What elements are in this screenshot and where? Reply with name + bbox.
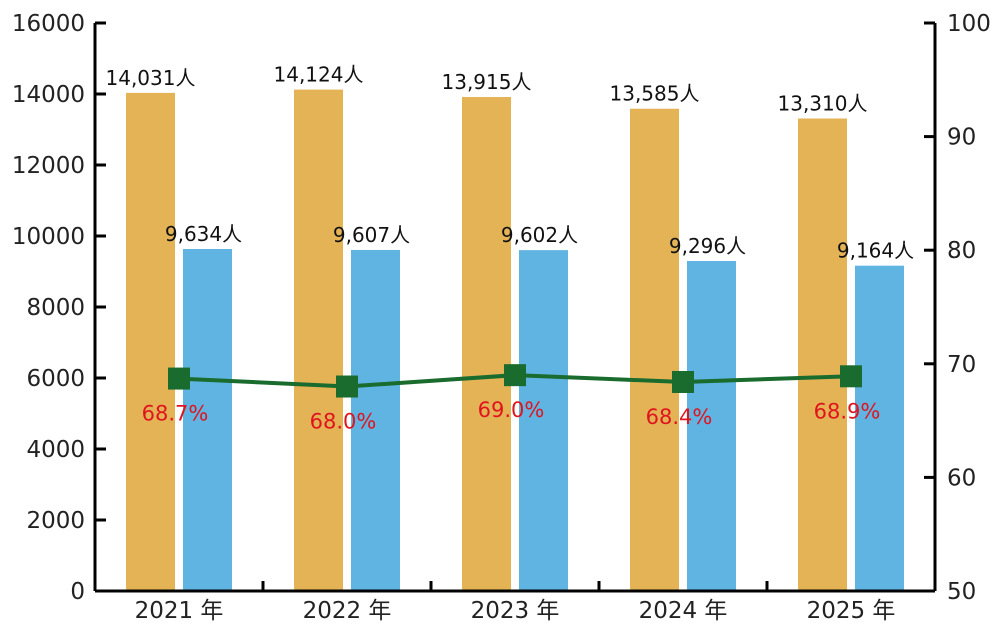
- bar-data-label: 9,296人: [669, 234, 746, 258]
- rate-marker-5: [840, 365, 862, 388]
- left-tick-label: 4000: [26, 437, 85, 463]
- bar-data-label: 9,602人: [501, 223, 578, 247]
- right-tick-label: 90: [947, 125, 976, 151]
- bar-data-label: 13,585人: [610, 82, 700, 106]
- bar-series-1-1: [126, 92, 175, 591]
- bar-series-1-3: [462, 97, 511, 591]
- rate-data-label: 69.0%: [478, 398, 545, 422]
- bar-series-2-4: [687, 260, 736, 591]
- left-tick-label: 12000: [12, 153, 85, 179]
- bar-data-label: 9,634人: [165, 222, 242, 246]
- bar-series-2-5: [855, 265, 904, 591]
- bar-data-label: 14,124人: [274, 63, 364, 87]
- rate-data-label: 68.4%: [646, 405, 713, 429]
- left-tick-label: 16000: [12, 11, 85, 37]
- left-tick-label: 14000: [12, 82, 85, 108]
- bar-series-1-5: [798, 118, 847, 592]
- rate-data-label: 68.0%: [310, 410, 377, 434]
- bar-data-label: 14,031人: [106, 66, 196, 90]
- bar-data-label: 9,164人: [837, 239, 914, 263]
- x-tick-label: 2024 年: [639, 598, 728, 624]
- left-tick-label: 6000: [26, 366, 85, 392]
- x-tick-label: 2022 年: [303, 598, 392, 624]
- bar-series-1-4: [630, 108, 679, 592]
- left-tick-label: 10000: [12, 224, 85, 250]
- axes-layer: 0 2000 4000 6000 8000 10000 12000 14000 16000 50 6…: [12, 11, 991, 624]
- rate-marker-1: [168, 367, 190, 390]
- left-tick-label: 0: [70, 579, 85, 605]
- rate-marker-4: [672, 370, 694, 393]
- bar-data-label: 13,310人: [778, 91, 868, 115]
- rate-data-label: 68.7%: [142, 402, 209, 426]
- right-tick-label: 80: [947, 238, 976, 264]
- right-tick-label: 50: [947, 579, 976, 605]
- x-tick-label: 2021 年: [135, 598, 224, 624]
- bar-data-label: 9,607人: [333, 223, 410, 247]
- right-tick-label: 60: [947, 465, 976, 491]
- left-tick-label: 2000: [26, 508, 85, 534]
- bar-series-1-2: [294, 89, 343, 592]
- rate-data-label: 68.9%: [814, 399, 881, 423]
- rate-marker-2: [336, 375, 358, 398]
- bar-series-2-1: [183, 248, 232, 592]
- line-layer: [168, 364, 862, 398]
- right-tick-label: 100: [947, 11, 991, 37]
- bar-layer: [126, 89, 904, 592]
- x-tick-label: 2023 年: [471, 598, 560, 624]
- label-layer: 14,031人 14,124人 13,915人 13,585人 13,310人 9,634…: [106, 63, 915, 434]
- bar-series-2-3: [519, 250, 568, 591]
- bar-data-label: 13,915人: [442, 70, 532, 94]
- left-tick-label: 8000: [26, 295, 85, 321]
- x-tick-label: 2025 年: [807, 598, 896, 624]
- right-tick-label: 70: [947, 352, 976, 378]
- rate-marker-3: [504, 364, 526, 387]
- bar-series-2-2: [351, 249, 400, 591]
